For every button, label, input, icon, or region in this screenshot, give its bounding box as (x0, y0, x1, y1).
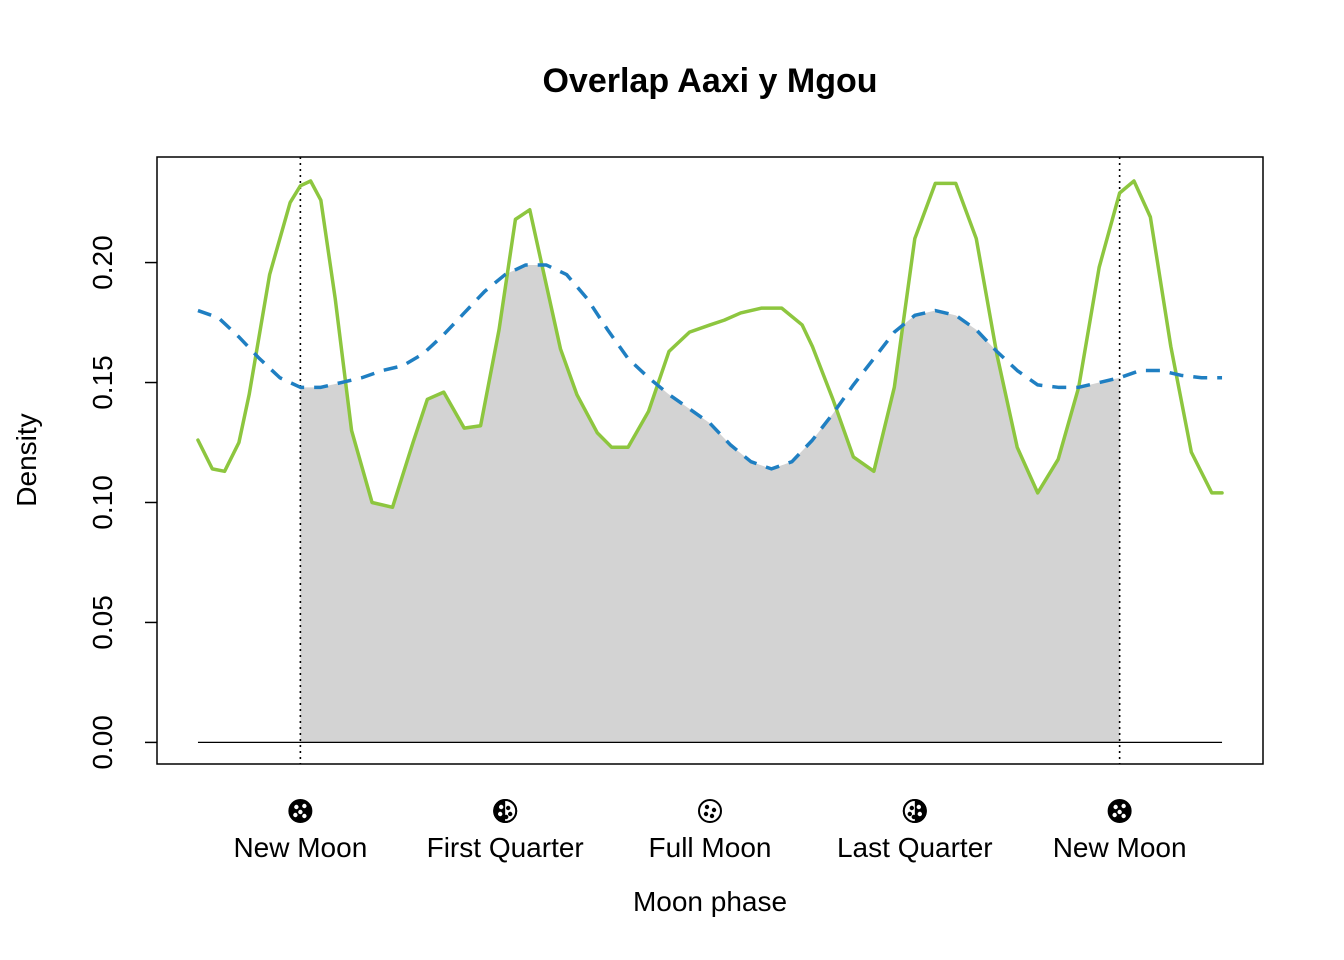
new-moon-icon (288, 799, 313, 823)
chart-title: Overlap Aaxi y Mgou (542, 62, 877, 100)
first-quarter-icon (493, 799, 518, 823)
full-moon-icon (698, 799, 722, 823)
y-tick-label: 0.05 (87, 595, 118, 650)
y-tick-label: 0.00 (87, 715, 118, 770)
y-tick-label: 0.15 (87, 355, 118, 410)
y-axis: 0.00 0.05 0.10 0.15 0.20 (87, 235, 157, 770)
plot-frame (156, 156, 1264, 765)
new-moon-icon (1107, 799, 1132, 823)
x-axis-label: Moon phase (633, 886, 787, 917)
overlap-area (300, 264, 1120, 743)
overlap-area-layer (300, 264, 1120, 743)
y-tick-label: 0.10 (87, 475, 118, 530)
last-quarter-icon (902, 799, 927, 823)
density-line-dashed (197, 263, 1223, 471)
x-axis: New Moon First Quarter Full Moon Last Quart… (233, 799, 1187, 863)
x-tick-label: New Moon (1053, 832, 1187, 863)
y-tick-label: 0.20 (87, 235, 118, 290)
density-line-solid (196, 179, 1224, 510)
reference-lines-layer (197, 157, 1223, 764)
y-axis-label: Density (11, 413, 42, 506)
x-tick-label: First Quarter (427, 832, 584, 863)
x-tick-label: Last Quarter (837, 832, 993, 863)
x-tick-label: Full Moon (649, 832, 772, 863)
series-layer (196, 179, 1224, 510)
x-tick-label: New Moon (233, 832, 367, 863)
